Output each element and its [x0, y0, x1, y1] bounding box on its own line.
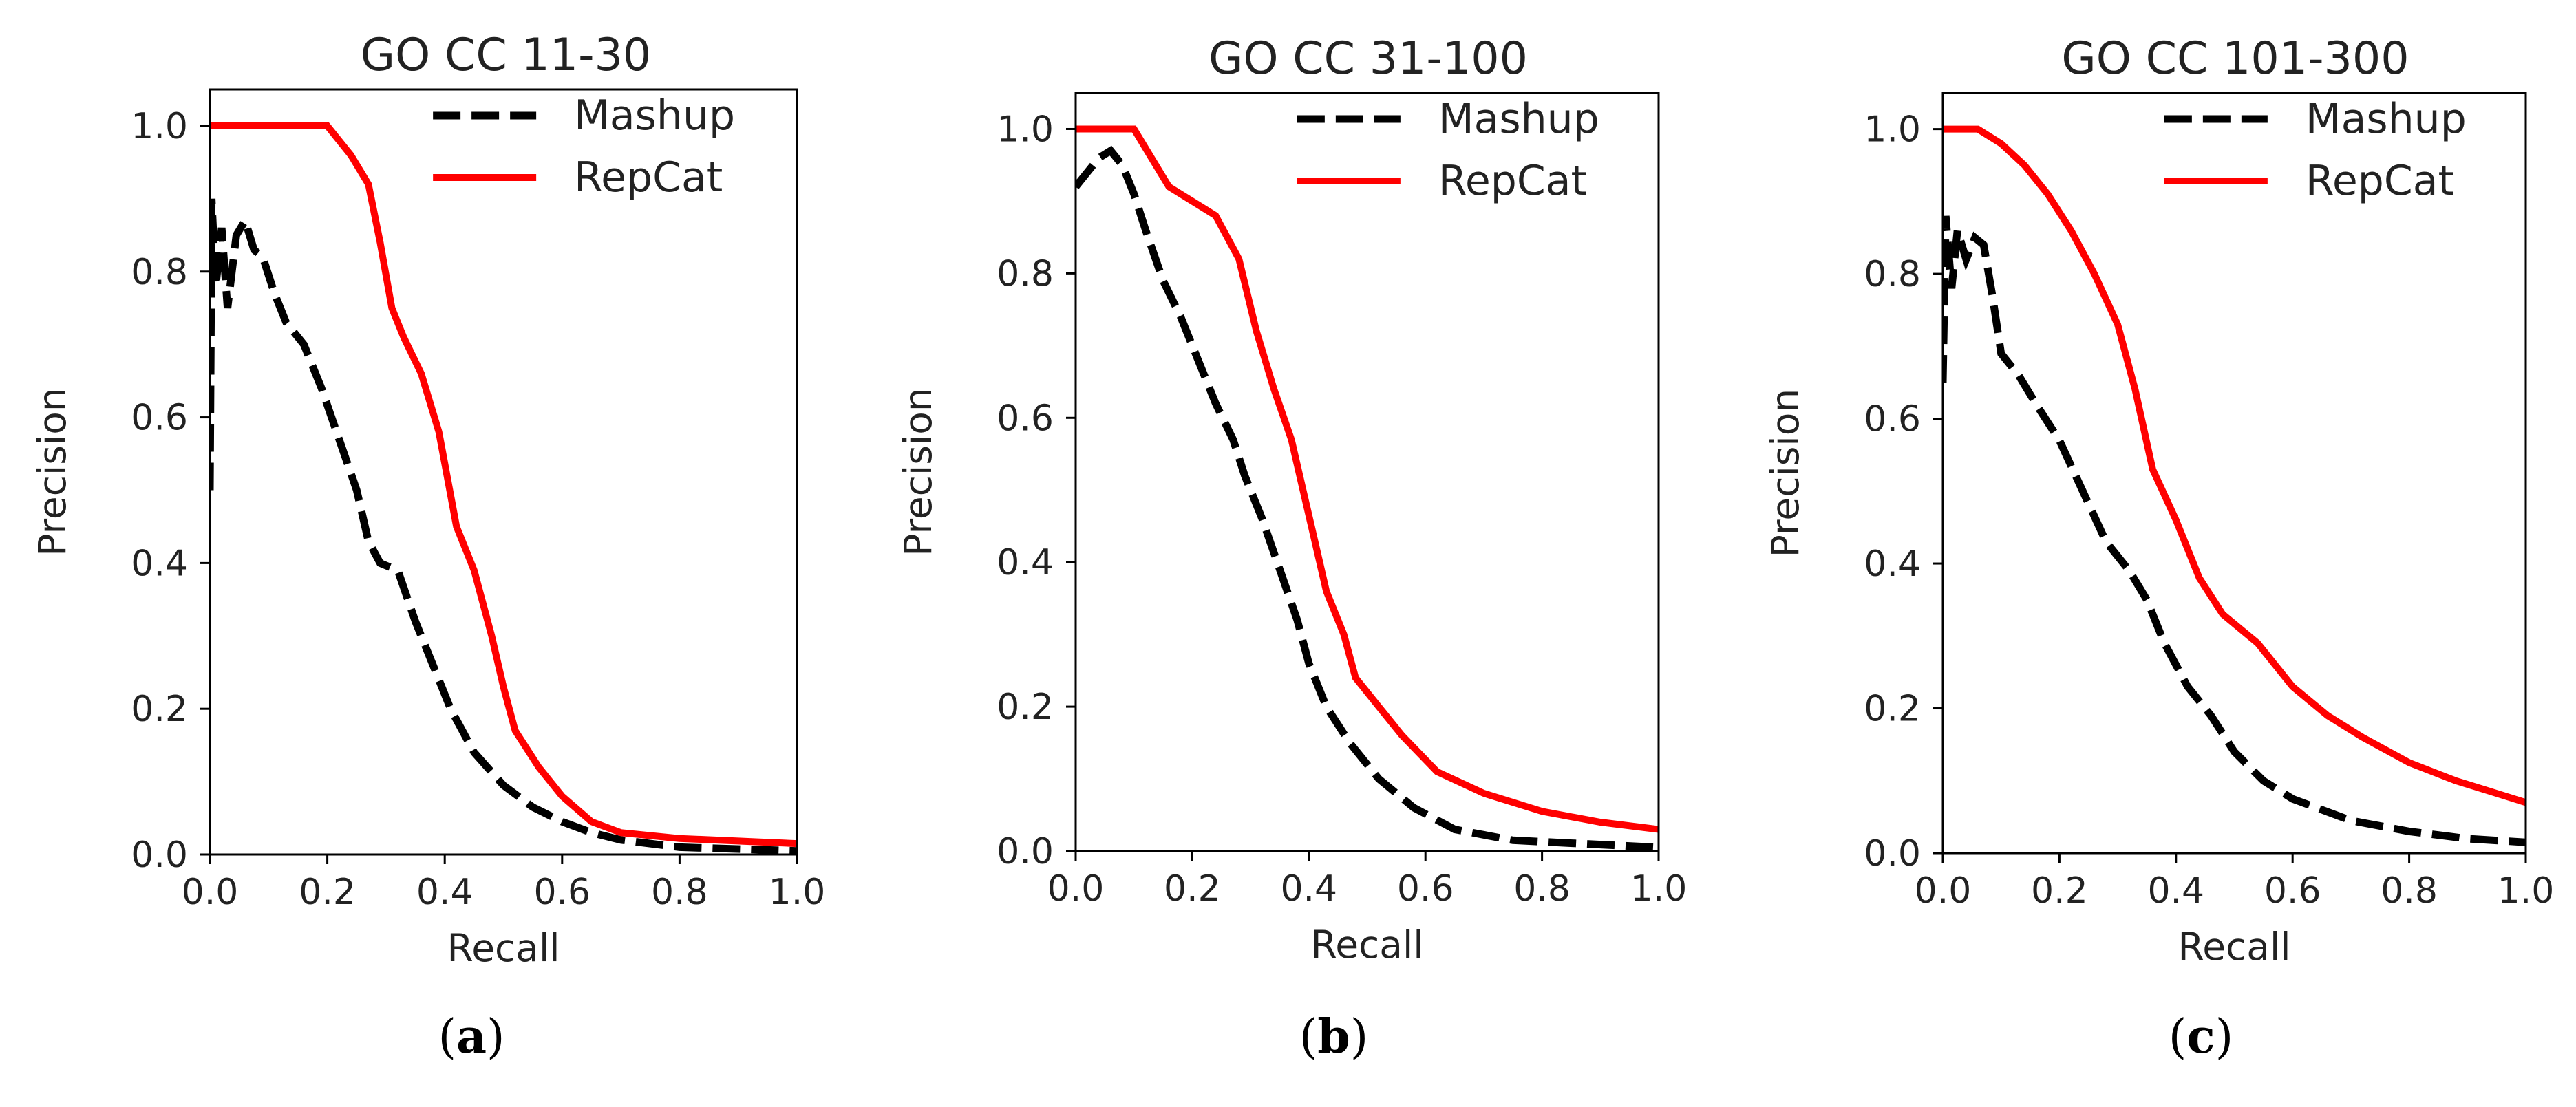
- x-tick-label: 0.2: [1164, 868, 1221, 910]
- series-line-repcat: [1943, 125, 2526, 806]
- x-tick-label: 0.8: [651, 872, 708, 913]
- legend-label-mashup: Mashup: [2306, 95, 2467, 143]
- chart-title: GO CC 31-100: [1209, 33, 1528, 85]
- x-tick-label: 0.4: [416, 872, 473, 913]
- x-tick-label: 0.6: [1397, 868, 1454, 910]
- y-tick-label: 0.6: [997, 398, 1054, 439]
- x-tick-label: 0.2: [2031, 870, 2088, 912]
- axes-frame: [1074, 92, 1660, 852]
- legend-label-repcat: RepCat: [1438, 157, 1587, 205]
- y-axis-label: Precision: [30, 387, 74, 556]
- series-line-mashup: [1943, 215, 2526, 846]
- x-tick-label: 0.6: [2264, 870, 2321, 912]
- y-tick-label: 0.4: [1864, 544, 1921, 585]
- x-tick-label: 0.8: [2381, 870, 2438, 912]
- legend-label-repcat: RepCat: [2306, 157, 2454, 205]
- legend-label-mashup: Mashup: [574, 92, 735, 140]
- chart-title: GO CC 11-30: [361, 30, 652, 81]
- x-axis-label: Recall: [2178, 925, 2290, 969]
- x-tick-label: 1.0: [769, 872, 826, 913]
- y-tick-label: 0.6: [131, 398, 188, 439]
- y-tick-label: 0.2: [131, 689, 188, 730]
- series-line-mashup: [210, 198, 797, 855]
- y-tick-label: 1.0: [1864, 109, 1921, 151]
- chart-panel-b: GO CC 31-100 0.0 0.2 0.4 0.6 0.8 1.0 0.0 0.2 0.4 0…: [896, 33, 1687, 1064]
- y-tick-label: 0.4: [997, 542, 1054, 583]
- y-tick-label: 1.0: [997, 109, 1054, 150]
- axes-frame: [1941, 92, 2527, 855]
- x-tick-label: 1.0: [2498, 870, 2555, 912]
- y-tick-label: 1.0: [131, 106, 188, 147]
- panel-label: (b): [1299, 1009, 1369, 1064]
- y-tick-label: 0.0: [1864, 833, 1921, 874]
- series-line-mashup: [1076, 145, 1659, 852]
- y-tick-label: 0.0: [131, 835, 188, 876]
- y-tick-label: 0.0: [997, 831, 1054, 872]
- x-tick-label: 0.0: [1047, 868, 1105, 910]
- y-tick-label: 0.2: [1864, 689, 1921, 730]
- y-tick-label: 0.8: [997, 253, 1054, 294]
- x-tick-label: 0.2: [299, 872, 356, 913]
- chart-title: GO CC 101-300: [2061, 33, 2409, 85]
- series-line-repcat: [1076, 125, 1659, 833]
- y-tick-label: 0.6: [1864, 399, 1921, 440]
- y-axis-label: Precision: [896, 387, 940, 556]
- panel-letter: b: [1317, 1009, 1350, 1064]
- y-axis-label: Precision: [1763, 389, 1807, 557]
- axes-frame: [209, 88, 798, 856]
- panel-label: (a): [438, 1009, 504, 1064]
- x-axis-label: Recall: [1310, 923, 1423, 967]
- chart-panel-c: GO CC 101-300 0.0 0.2 0.4 0.6 0.8 1.0 0.0 0.2 0.4…: [1763, 33, 2554, 1064]
- legend-label-mashup: Mashup: [1438, 95, 1599, 143]
- y-tick-label: 0.4: [131, 543, 188, 584]
- x-tick-label: 1.0: [1630, 868, 1688, 910]
- x-tick-label: 0.0: [182, 872, 239, 913]
- x-tick-label: 0.4: [2147, 870, 2204, 912]
- x-tick-label: 0.8: [1513, 868, 1571, 910]
- y-tick-label: 0.2: [997, 687, 1054, 728]
- panel-label: (c): [2169, 1009, 2233, 1064]
- y-tick-label: 0.8: [1864, 254, 1921, 295]
- series-line-repcat: [210, 122, 797, 848]
- x-tick-label: 0.6: [533, 872, 590, 913]
- x-tick-label: 0.4: [1280, 868, 1337, 910]
- x-axis-label: Recall: [447, 926, 560, 970]
- panel-letter: c: [2186, 1009, 2215, 1064]
- panel-letter: a: [456, 1009, 487, 1064]
- chart-panel-a: GO CC 11-30 0.0 0.2 0.4 0.6 0.8 1.0 0.0 0.2 0.4 0.…: [30, 30, 825, 1064]
- legend-label-repcat: RepCat: [574, 153, 723, 202]
- x-tick-label: 0.0: [1915, 870, 1972, 912]
- y-tick-label: 0.8: [131, 252, 188, 293]
